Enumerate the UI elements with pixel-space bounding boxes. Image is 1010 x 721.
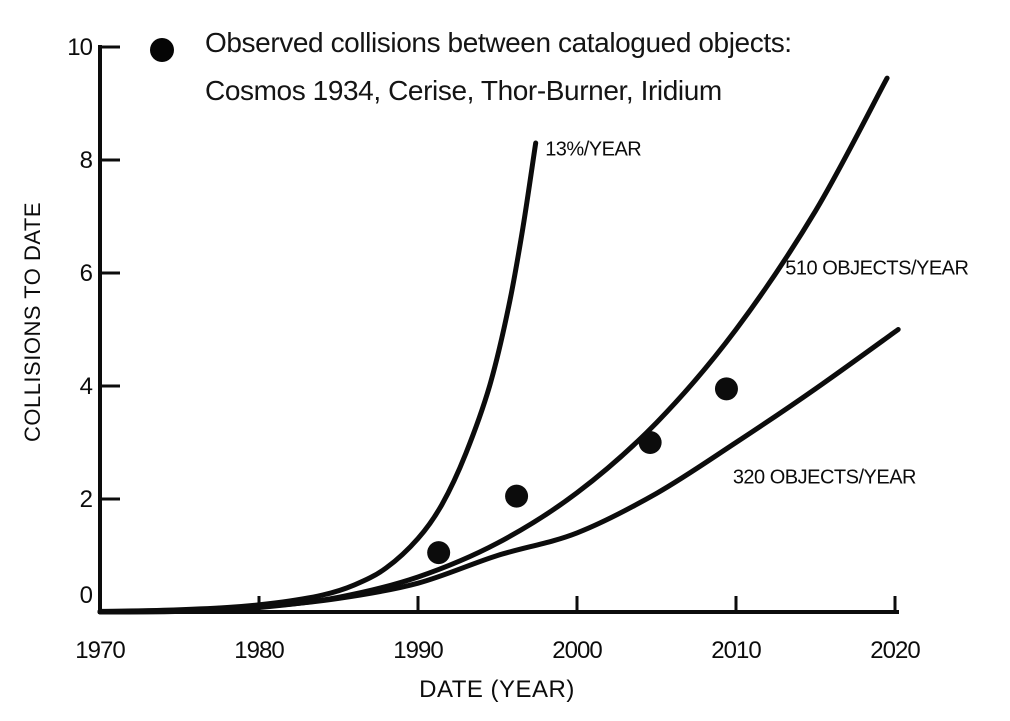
- y-tick-label: 2: [80, 486, 93, 513]
- y-tick-label: 6: [80, 260, 93, 287]
- curve-320-objects-year: [97, 327, 901, 615]
- y-tick-label: 10: [67, 34, 92, 61]
- legend-text-line1: Observed collisions between catalogued o…: [205, 27, 792, 58]
- curve-510-objects-year: [97, 75, 890, 615]
- observed-collision-point: [427, 541, 451, 565]
- curve-label-510-objects-year: 510 OBJECTS/YEAR: [785, 257, 968, 279]
- observed-collision-point: [638, 431, 662, 454]
- observed-collision-point: [714, 377, 738, 401]
- x-tick-label: 1990: [393, 637, 443, 664]
- x-tick-label: 1980: [234, 637, 284, 664]
- x-axis-title: DATE (YEAR): [419, 676, 575, 703]
- x-tick-label: 1970: [75, 637, 125, 664]
- y-axis-title: COLLISIONS TO DATE: [20, 201, 45, 443]
- x-tick-label: 2010: [711, 637, 761, 664]
- filled-circle-marker-icon: [150, 38, 174, 62]
- x-tick-label: 2020: [870, 637, 920, 664]
- legend-text-line2: Cosmos 1934, Cerise, Thor-Burner, Iridiu…: [205, 75, 722, 106]
- y-tick-label: 0: [80, 582, 93, 609]
- y-tick-label: 4: [80, 373, 93, 400]
- axis-frame: [98, 45, 899, 614]
- curve-13-year: [97, 140, 539, 614]
- observed-collision-point: [505, 484, 529, 508]
- curve-label-13-year: 13%/YEAR: [545, 139, 641, 161]
- y-tick-label: 8: [80, 147, 93, 174]
- x-tick-label: 2000: [552, 637, 602, 664]
- curve-label-320-objects-year: 320 OBJECTS/YEAR: [733, 466, 916, 488]
